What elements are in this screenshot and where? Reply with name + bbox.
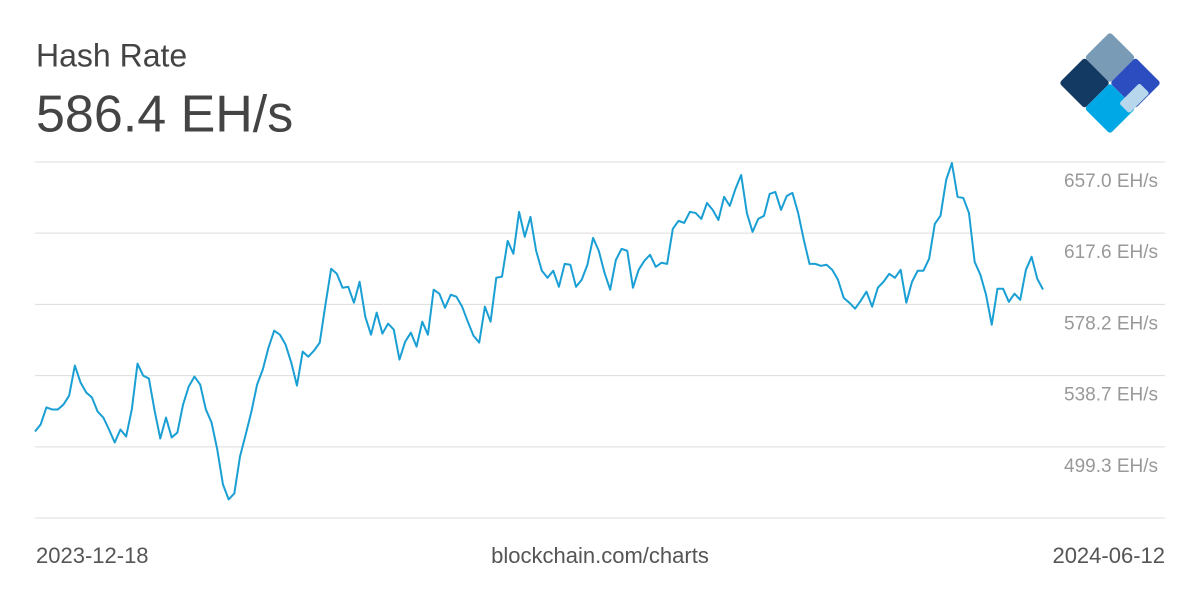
- current-value: 586.4 EH/s: [36, 86, 293, 144]
- y-tick-label: 578.2 EH/s: [1064, 313, 1158, 334]
- y-tick-label: 538.7 EH/s: [1064, 385, 1158, 406]
- source: blockchain.com/charts: [491, 543, 709, 568]
- chart-title: Hash Rate: [36, 37, 187, 73]
- logo-piece: [1085, 33, 1135, 82]
- y-tick-label: 657.0 EH/s: [1064, 171, 1158, 192]
- x-end-label: 2024-06-12: [1052, 543, 1165, 568]
- logo-piece: [1120, 83, 1149, 113]
- y-tick-label: 617.6 EH/s: [1064, 242, 1158, 263]
- logo-piece: [1085, 84, 1135, 133]
- y-tick-label: 499.3 EH/s: [1064, 456, 1158, 477]
- x-start-label: 2023-12-18: [36, 543, 149, 568]
- logo: [1060, 33, 1160, 133]
- logo-piece: [1060, 58, 1109, 108]
- data-line: [34, 162, 1044, 501]
